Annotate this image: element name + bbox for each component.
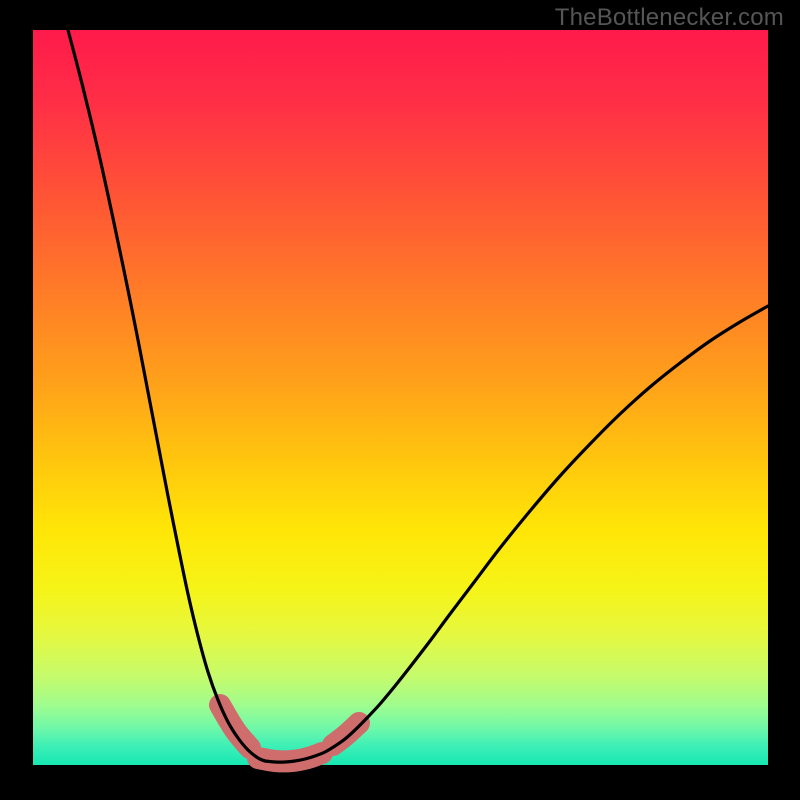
figure-frame: TheBottlenecker.com [0, 0, 800, 800]
watermark-text: TheBottlenecker.com [555, 4, 784, 32]
chart-svg [0, 0, 800, 800]
plot-background [33, 30, 768, 765]
